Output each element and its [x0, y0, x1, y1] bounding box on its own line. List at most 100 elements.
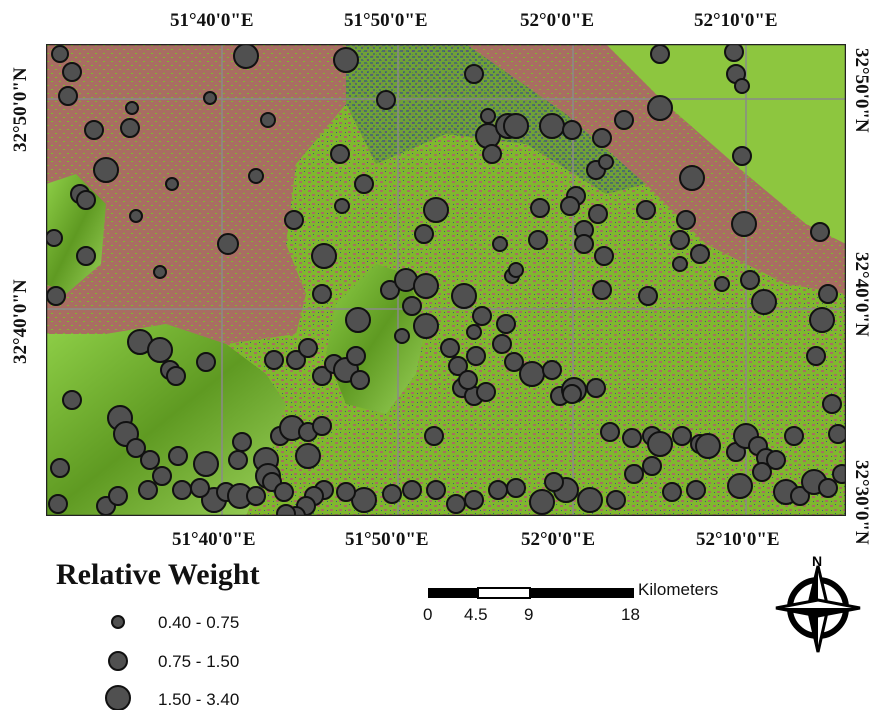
sample-point [734, 78, 750, 94]
sample-point [196, 352, 216, 372]
sample-point [93, 157, 119, 183]
sample-point [544, 472, 564, 492]
legend-label-medium: 0.75 - 1.50 [158, 652, 240, 671]
sample-point [614, 110, 634, 130]
sample-point [153, 265, 167, 279]
scale-bar [428, 587, 634, 599]
sample-point [647, 431, 673, 457]
map-border [46, 44, 846, 516]
sample-point [731, 211, 757, 237]
sample-point [190, 478, 210, 498]
sample-point [539, 113, 565, 139]
sample-point [636, 200, 656, 220]
sample-point [312, 284, 332, 304]
bottom-lon-label-2: 51°50'0"E [345, 529, 429, 550]
sample-point [248, 168, 264, 184]
bottom-lon-label-4: 52°10'0"E [696, 529, 780, 550]
sample-point [562, 384, 582, 404]
sample-point [354, 174, 374, 194]
scale-bar-segment-3 [530, 588, 634, 598]
sample-point [402, 296, 422, 316]
sample-point [472, 306, 492, 326]
plain-northeast [606, 44, 846, 244]
legend-symbols [105, 615, 131, 710]
sample-point [592, 128, 612, 148]
sample-point [676, 210, 696, 230]
sample-point [232, 432, 252, 452]
sample-point [346, 346, 366, 366]
sample-point [464, 64, 484, 84]
sample-point [413, 313, 439, 339]
sample-point [560, 196, 580, 216]
sample-point [138, 480, 158, 500]
sample-point [542, 360, 562, 380]
sample-point [496, 314, 516, 334]
top-lon-label-2: 51°50'0"E [344, 10, 428, 31]
sample-point [120, 118, 140, 138]
sample-point [165, 177, 179, 191]
scale-bar-segment-2 [477, 587, 531, 599]
sample-point [76, 190, 96, 210]
sample-point [530, 198, 550, 218]
sample-point [686, 480, 706, 500]
sample-point [574, 234, 594, 254]
sample-point [508, 262, 524, 278]
sample-point [480, 108, 496, 124]
sample-point [334, 198, 350, 214]
sample-point [638, 286, 658, 306]
sample-point [76, 246, 96, 266]
sample-point [126, 438, 146, 458]
sample-point [129, 209, 143, 223]
sample-point [350, 370, 370, 390]
sample-point [503, 113, 529, 139]
sample-point [376, 90, 396, 110]
sample-point [424, 426, 444, 446]
sample-point [672, 256, 688, 272]
sample-point [482, 144, 502, 164]
sample-point [751, 289, 777, 315]
north-arrow-label: N [812, 553, 822, 569]
sample-point [140, 450, 160, 470]
sample-point [402, 480, 422, 500]
left-lat-label-2: 32°40'0"N [10, 279, 31, 364]
sample-point [679, 165, 705, 191]
sample-point [528, 230, 548, 250]
sample-point [172, 480, 192, 500]
sample-point [662, 482, 682, 502]
sample-point [62, 390, 82, 410]
sample-point [784, 426, 804, 446]
sample-point [594, 246, 614, 266]
sample-point [46, 286, 66, 306]
sample-point [217, 233, 239, 255]
sample-point [690, 244, 710, 264]
sample-point [446, 494, 466, 514]
sample-point [766, 450, 786, 470]
sample-point [727, 473, 753, 499]
sample-point [577, 487, 603, 513]
right-lat-label-2: 32°40'0"N [851, 252, 872, 337]
scale-bar-segment-1 [428, 588, 478, 598]
sample-point [600, 422, 620, 442]
sample-point [818, 284, 838, 304]
legend-title: Relative Weight [56, 558, 260, 591]
sample-point [488, 480, 508, 500]
top-lon-label-1: 51°40'0"E [170, 10, 254, 31]
sample-point [650, 44, 670, 64]
sample-point [330, 144, 350, 164]
sample-point [588, 204, 608, 224]
sample-point [458, 370, 478, 390]
sample-point [828, 424, 846, 444]
legend-symbol-large [105, 685, 131, 710]
sample-point [519, 361, 545, 387]
sample-point [740, 270, 760, 290]
sample-point [790, 486, 810, 506]
sample-point [312, 416, 332, 436]
sample-point [476, 382, 496, 402]
sample-point [466, 346, 486, 366]
left-lat-label-1: 32°50'0"N [10, 67, 31, 152]
map-frame[interactable] [46, 44, 846, 516]
sample-point [228, 450, 248, 470]
sample-point [50, 458, 70, 478]
sample-point [168, 446, 188, 466]
sample-point [380, 280, 400, 300]
